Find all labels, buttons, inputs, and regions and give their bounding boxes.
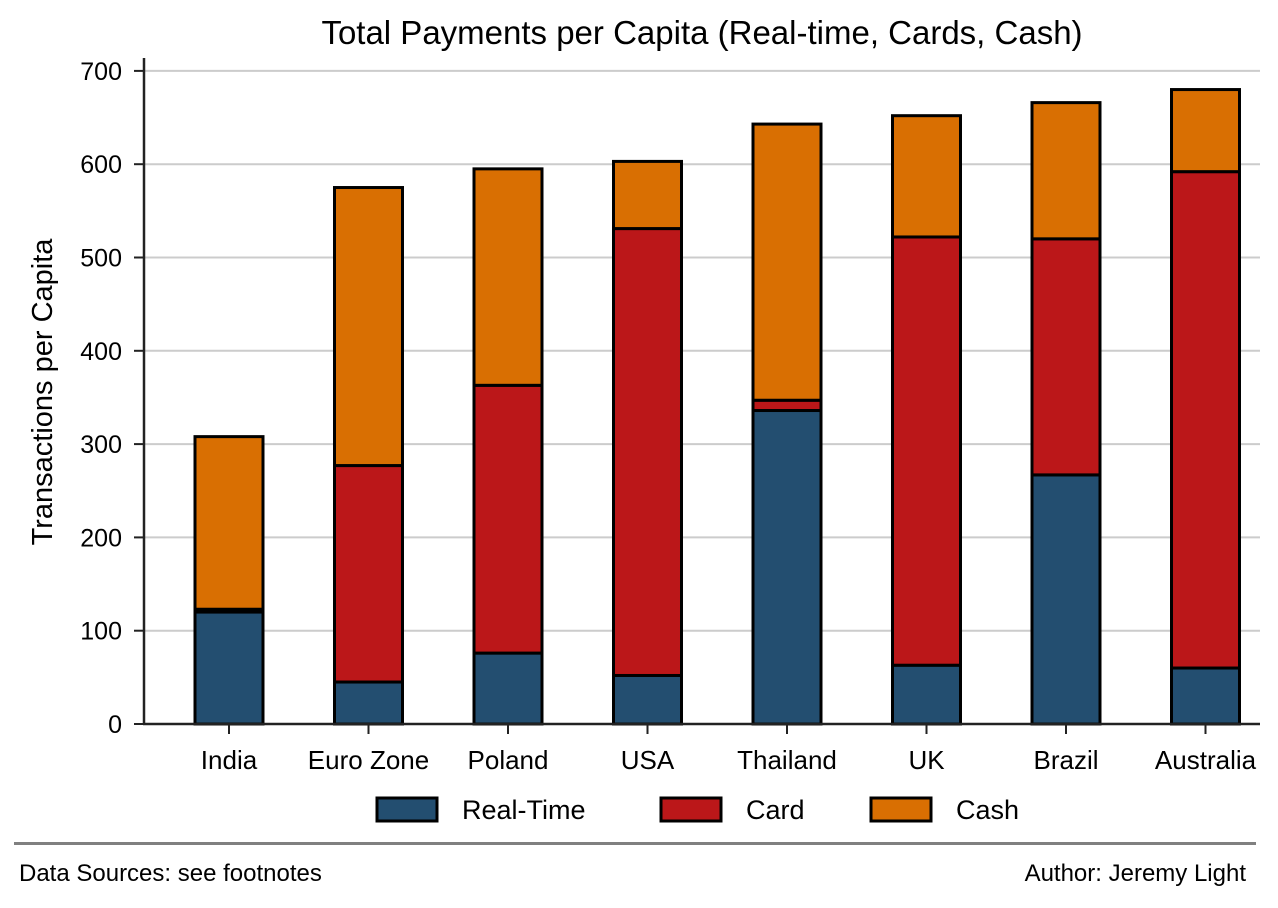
x-tick-label: Australia [1155,745,1257,775]
bar-segment-cash [891,114,962,239]
y-axis-label: Transactions per Capita [27,238,59,546]
bar-segment-card [891,235,962,667]
bar-segment-cash [333,186,404,468]
bar-segment-card [751,398,823,413]
bar-segment-cash [472,167,544,387]
legend-label: Cash [956,795,1019,825]
bar-segment-card [333,464,404,684]
axes [142,58,1260,726]
stacked-bar-chart: Total Payments per Capita (Real-time, Ca… [27,14,1260,825]
legend-swatch [375,796,439,823]
y-tick-label: 600 [80,151,122,179]
bar-segment-real-time [891,663,962,726]
author-credit: Author: Jeremy Light [1024,860,1246,887]
bar-segment-real-time [1030,473,1102,726]
bar-segment-real-time [1170,666,1241,726]
y-ticks: 0 100 200 300 400 500 600 700 [80,58,144,739]
chart-title: Total Payments per Capita (Real-time, Ca… [321,14,1082,51]
bar-segment-real-time [333,680,404,726]
bar-segment-card [1170,170,1241,670]
y-tick-label: 400 [80,338,122,366]
x-tick-label: Thailand [737,745,837,775]
footer-divider [14,842,1256,845]
legend: Real-Time Card Cash [375,795,1019,825]
y-tick-label: 500 [80,245,122,273]
legend-label: Card [746,795,805,825]
y-tick-label: 200 [80,524,122,552]
y-tick-label: 300 [80,431,122,459]
x-tick-label: Poland [468,745,549,775]
bar-segment-cash [193,435,265,611]
bar-segment-cash [1170,88,1241,174]
bars [193,88,1241,726]
x-tick-label: USA [621,745,675,775]
legend-swatch [659,796,723,823]
bar-segment-real-time [612,673,683,726]
y-tick-label: 700 [80,58,122,86]
bar-segment-card [612,227,683,677]
bar-segment-cash [612,159,683,231]
x-ticks: India Euro Zone Poland USA Thailand UK Brazil A… [201,724,1257,775]
bar-segment-cash [1030,101,1102,241]
x-tick-label: Brazil [1033,745,1098,775]
data-sources-note: Data Sources: see footnotes [19,860,322,887]
bar-segment-card [472,383,544,655]
bar-segment-real-time [751,409,823,726]
bar-segment-card [1030,237,1102,477]
bar-segment-cash [751,122,823,402]
y-tick-label: 100 [80,618,122,646]
bar-segment-real-time [472,651,544,726]
legend-swatch [869,796,933,823]
x-tick-label: Euro Zone [308,745,429,775]
y-tick-label: 0 [108,711,122,739]
gridlines [144,69,1260,632]
x-tick-label: UK [908,745,945,775]
x-tick-label: India [201,745,258,775]
legend-label: Real-Time [462,795,586,825]
bar-segment-real-time [193,610,265,726]
